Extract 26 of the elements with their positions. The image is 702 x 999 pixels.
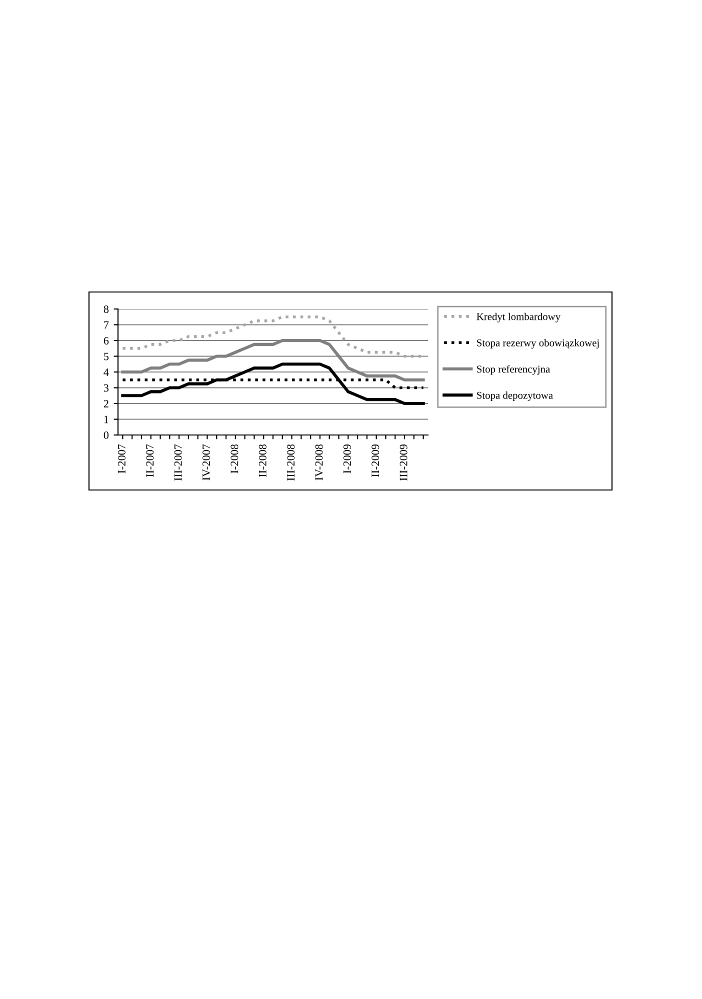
- y-tick-label: 2: [104, 400, 108, 408]
- legend-label: Kredyt lombardowy: [476, 312, 561, 322]
- x-tick-label: I-2007: [118, 444, 126, 474]
- x-tick-label: II-2008: [258, 444, 266, 477]
- legend-label: Stopa depozytowa: [477, 392, 553, 401]
- x-tick-label: III-2008: [287, 444, 295, 481]
- x-tick-label: I-2008: [230, 444, 238, 474]
- x-tick-label: IV-2007: [202, 444, 210, 480]
- line-series: [121, 338, 425, 382]
- y-tick-label: 8: [104, 305, 109, 313]
- x-tick-label: I-2009: [343, 444, 351, 474]
- y-tick-label: 0: [104, 431, 109, 439]
- x-tick-label: II-2009: [372, 444, 380, 477]
- legend-label: Stop referencyjna: [477, 365, 550, 375]
- y-tick-label: 3: [104, 384, 109, 392]
- y-tick-label: 5: [104, 352, 109, 360]
- y-tick-label: 4: [104, 368, 109, 376]
- x-tick-label: IV-2008: [315, 444, 323, 480]
- y-tick-label: 1: [104, 416, 108, 424]
- y-tick-label: 7: [104, 321, 109, 329]
- line-series: [121, 362, 425, 406]
- y-tick-label: 6: [104, 336, 109, 344]
- x-tick-label: III-2007: [174, 444, 182, 481]
- x-tick-label: II-2007: [146, 444, 154, 477]
- legend-label: Stopa rezerwy obowiązkowej: [477, 339, 599, 349]
- x-tick-label: III-2009: [400, 444, 408, 481]
